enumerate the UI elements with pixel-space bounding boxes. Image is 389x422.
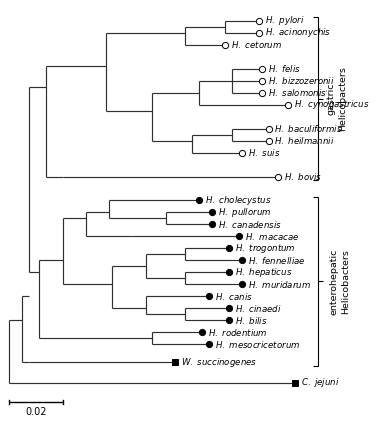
Text: $\bf{\it{W.}}$ $\it{succinogenes}$: $\bf{\it{W.}}$ $\it{succinogenes}$ bbox=[182, 356, 258, 369]
Text: $\bf{\it{H.}}$ $\it{cynogastricus}$: $\bf{\it{H.}}$ $\it{cynogastricus}$ bbox=[294, 98, 370, 111]
Text: 0.02: 0.02 bbox=[25, 407, 47, 417]
Text: gastric
Helicobacters: gastric Helicobacters bbox=[326, 66, 347, 131]
Text: $\bf{\it{H.}}$ $\it{bovis}$: $\bf{\it{H.}}$ $\it{bovis}$ bbox=[284, 171, 322, 182]
Text: $\bf{\it{H.}}$ $\it{pullorum}$: $\bf{\it{H.}}$ $\it{pullorum}$ bbox=[218, 206, 272, 219]
Text: $\bf{\it{H.}}$ $\it{bilis}$: $\bf{\it{H.}}$ $\it{bilis}$ bbox=[235, 315, 267, 326]
Text: $\bf{\it{H.}}$ $\it{bizzozeronii}$: $\bf{\it{H.}}$ $\it{bizzozeronii}$ bbox=[268, 75, 335, 86]
Text: $\bf{\it{H.}}$ $\it{suis}$: $\bf{\it{H.}}$ $\it{suis}$ bbox=[248, 147, 280, 158]
Text: $\bf{\it{H.}}$ $\it{canadensis}$: $\bf{\it{H.}}$ $\it{canadensis}$ bbox=[218, 219, 282, 230]
Text: enterohepatic
Helicobacters: enterohepatic Helicobacters bbox=[330, 248, 350, 314]
Text: $\bf{\it{H.}}$ $\it{hepaticus}$: $\bf{\it{H.}}$ $\it{hepaticus}$ bbox=[235, 266, 292, 279]
Text: $\bf{\it{H.}}$ $\it{pylori}$: $\bf{\it{H.}}$ $\it{pylori}$ bbox=[265, 14, 304, 27]
Text: $\bf{\it{H.}}$ $\it{muridarum}$: $\bf{\it{H.}}$ $\it{muridarum}$ bbox=[248, 279, 311, 290]
Text: $\bf{\it{H.}}$ $\it{baculiformis}$: $\bf{\it{H.}}$ $\it{baculiformis}$ bbox=[275, 123, 343, 134]
Text: $\bf{\it{H.}}$ $\it{mesocricetorum}$: $\bf{\it{H.}}$ $\it{mesocricetorum}$ bbox=[215, 339, 300, 350]
Text: $\bf{\it{H.}}$ $\it{fennelliae}$: $\bf{\it{H.}}$ $\it{fennelliae}$ bbox=[248, 255, 305, 266]
Text: $\bf{\it{H.}}$ $\it{acinonychis}$: $\bf{\it{H.}}$ $\it{acinonychis}$ bbox=[265, 26, 331, 39]
Text: $\bf{\it{H.}}$ $\it{rodentium}$: $\bf{\it{H.}}$ $\it{rodentium}$ bbox=[208, 327, 268, 338]
Text: $\bf{\it{H.}}$ $\it{salomonis}$: $\bf{\it{H.}}$ $\it{salomonis}$ bbox=[268, 87, 327, 98]
Text: $\bf{\it{H.}}$ $\it{cetorum}$: $\bf{\it{H.}}$ $\it{cetorum}$ bbox=[231, 39, 282, 50]
Text: $\bf{\it{H.}}$ $\it{macacae}$: $\bf{\it{H.}}$ $\it{macacae}$ bbox=[245, 231, 299, 242]
Text: $\bf{\it{H.}}$ $\it{canis}$: $\bf{\it{H.}}$ $\it{canis}$ bbox=[215, 291, 252, 302]
Text: $\bf{\it{H.}}$ $\it{heilmannii}$: $\bf{\it{H.}}$ $\it{heilmannii}$ bbox=[275, 135, 335, 146]
Text: $\bf{\it{C.}}$ $\it{jejuni}$: $\bf{\it{C.}}$ $\it{jejuni}$ bbox=[301, 376, 340, 389]
Text: $\bf{\it{H.}}$ $\it{cholecystus}$: $\bf{\it{H.}}$ $\it{cholecystus}$ bbox=[205, 194, 271, 207]
Text: $\bf{\it{H.}}$ $\it{felis}$: $\bf{\it{H.}}$ $\it{felis}$ bbox=[268, 63, 301, 74]
Text: $\bf{\it{H.}}$ $\it{cinaedi}$: $\bf{\it{H.}}$ $\it{cinaedi}$ bbox=[235, 303, 281, 314]
Text: $\bf{\it{H.}}$ $\it{trogontum}$: $\bf{\it{H.}}$ $\it{trogontum}$ bbox=[235, 242, 295, 255]
